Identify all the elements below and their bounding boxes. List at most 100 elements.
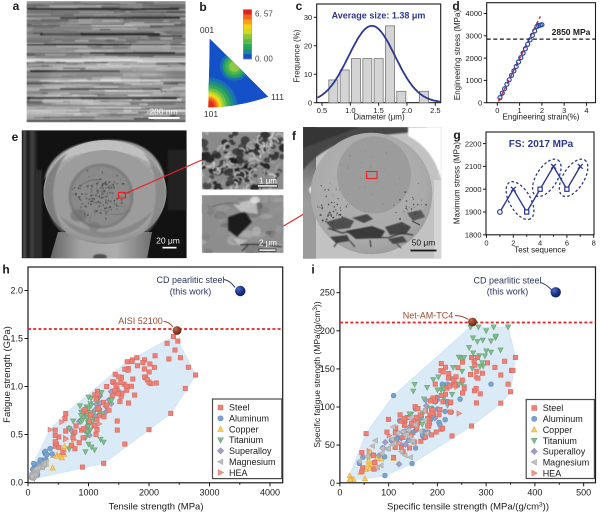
svg-text:2: 2 [511,238,515,247]
svg-text:2100: 2100 [465,162,482,171]
svg-text:Net-AM-TC4: Net-AM-TC4 [403,311,454,321]
svg-text:Titanium: Titanium [543,436,577,446]
svg-text:b: b [199,0,206,14]
svg-text:Steel: Steel [229,403,250,413]
svg-text:Superalloy: Superalloy [543,447,586,457]
svg-text:111: 111 [271,92,284,102]
svg-text:1.5: 1.5 [373,106,383,115]
svg-text:400: 400 [527,487,542,497]
svg-text:0.0: 0.0 [10,478,23,488]
svg-text:0: 0 [330,478,335,488]
svg-text:1 μm: 1 μm [259,177,277,186]
svg-text:150: 150 [320,364,335,374]
svg-text:a: a [13,0,20,13]
svg-text:h: h [2,263,9,277]
svg-text:Specific tensile strength (MPa: Specific tensile strength (MPa/(g/cm3)) [387,502,549,513]
svg-text:4: 4 [584,106,588,115]
svg-text:10: 10 [304,70,312,79]
svg-text:Test sequence: Test sequence [514,246,566,255]
svg-text:Maximum stress (MPa): Maximum stress (MPa) [453,142,462,225]
svg-text:Aluminum: Aluminum [543,414,583,424]
svg-text:0. 00: 0. 00 [255,55,273,64]
svg-text:g: g [453,128,460,142]
svg-text:6. 57: 6. 57 [255,10,273,19]
svg-text:Copper: Copper [543,425,573,435]
svg-text:1000: 1000 [78,487,98,497]
svg-text:3000: 3000 [199,487,219,497]
svg-text:200 nm: 200 nm [149,107,177,117]
svg-text:i: i [311,263,314,277]
svg-text:1000: 1000 [466,76,483,85]
svg-text:Steel: Steel [543,403,564,413]
svg-text:Diameter (μm): Diameter (μm) [353,113,405,122]
svg-text:HEA: HEA [543,468,562,478]
svg-text:50: 50 [325,440,335,450]
svg-text:50 μm: 50 μm [412,238,436,248]
svg-text:2.5: 2.5 [430,106,440,115]
svg-text:2000: 2000 [466,54,483,63]
svg-text:1.5: 1.5 [10,334,23,344]
svg-text:(this work): (this work) [487,287,529,297]
svg-text:1: 1 [518,106,522,115]
svg-text:Aluminum: Aluminum [229,414,269,424]
svg-text:c: c [296,0,303,13]
svg-text:20 μm: 20 μm [156,236,180,246]
svg-text:0.5: 0.5 [317,106,327,115]
svg-text:d: d [452,0,459,13]
svg-text:250: 250 [320,288,335,298]
svg-text:101: 101 [204,109,218,119]
svg-text:0: 0 [495,106,499,115]
svg-text:001: 001 [200,25,214,35]
svg-text:6: 6 [565,238,569,247]
svg-text:2850 MPa: 2850 MPa [552,27,591,37]
svg-text:CD pearlitic steel: CD pearlitic steel [473,276,541,286]
svg-text:300: 300 [479,487,494,497]
svg-text:20: 20 [304,42,312,51]
svg-text:100: 100 [381,487,396,497]
svg-text:2 μm: 2 μm [259,239,277,248]
svg-text:0: 0 [478,98,482,107]
svg-text:AISI 52100: AISI 52100 [118,316,163,326]
svg-text:Engineering strain(%): Engineering strain(%) [503,113,580,122]
svg-text:1800: 1800 [465,231,482,240]
svg-text:Copper: Copper [229,424,259,434]
svg-text:3000: 3000 [466,32,483,41]
svg-text:Specific fatigue strength (MPa: Specific fatigue strength (MPa/(g/cm3)) [312,301,322,447]
svg-text:2200: 2200 [465,139,482,148]
svg-text:1.0: 1.0 [10,382,23,392]
svg-text:500: 500 [576,487,591,497]
svg-text:Frequence (%): Frequence (%) [293,29,302,82]
svg-text:2000: 2000 [139,487,159,497]
svg-text:200: 200 [320,326,335,336]
svg-text:(this work): (this work) [170,287,212,297]
svg-text:Magnesium: Magnesium [229,457,276,467]
svg-text:1900: 1900 [465,208,482,217]
svg-text:0.5: 0.5 [10,430,23,440]
svg-text:Titanium: Titanium [229,435,263,445]
svg-text:3: 3 [562,106,566,115]
svg-text:f: f [292,129,297,143]
svg-text:2000: 2000 [465,185,482,194]
svg-text:30: 30 [304,13,312,22]
svg-text:e: e [12,130,19,144]
svg-text:0: 0 [484,238,488,247]
svg-text:Fatigue strength (GPa): Fatigue strength (GPa) [2,326,13,423]
svg-text:4: 4 [538,238,542,247]
svg-text:Engineering stress (MPa): Engineering stress (MPa) [453,10,462,101]
svg-text:Tensile strength (MPa): Tensile strength (MPa) [108,502,203,513]
svg-text:8: 8 [592,238,596,247]
svg-text:4000: 4000 [466,9,483,18]
svg-text:Superalloy: Superalloy [229,446,272,456]
svg-text:200: 200 [430,487,445,497]
svg-text:Average size: 1.38 μm: Average size: 1.38 μm [332,11,426,21]
svg-text:1.0: 1.0 [345,106,355,115]
svg-text:0: 0 [337,487,342,497]
svg-text:2: 2 [540,106,544,115]
svg-text:2.0: 2.0 [10,286,23,296]
svg-text:CD pearlitic steel: CD pearlitic steel [156,275,224,285]
svg-text:Magnesium: Magnesium [543,457,590,467]
svg-text:4000: 4000 [260,487,280,497]
svg-text:100: 100 [320,402,335,412]
svg-text:2.0: 2.0 [402,106,412,115]
svg-text:0: 0 [308,98,312,107]
